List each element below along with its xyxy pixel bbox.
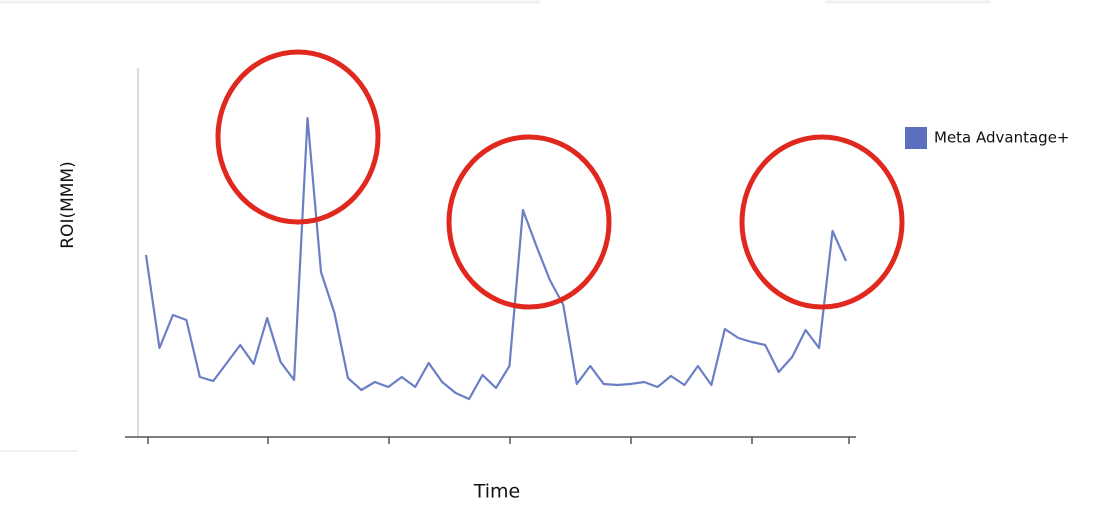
data-line	[144, 116, 848, 401]
y-axis-label: ROI(MMM)	[58, 161, 78, 248]
plot-area	[144, 116, 848, 401]
legend-label: Meta Advantage+	[934, 129, 1070, 147]
x-ticks	[147, 437, 850, 444]
x-axis-label: Time	[473, 481, 521, 503]
annotation-circles	[215, 49, 905, 310]
legend-swatch	[905, 127, 927, 149]
